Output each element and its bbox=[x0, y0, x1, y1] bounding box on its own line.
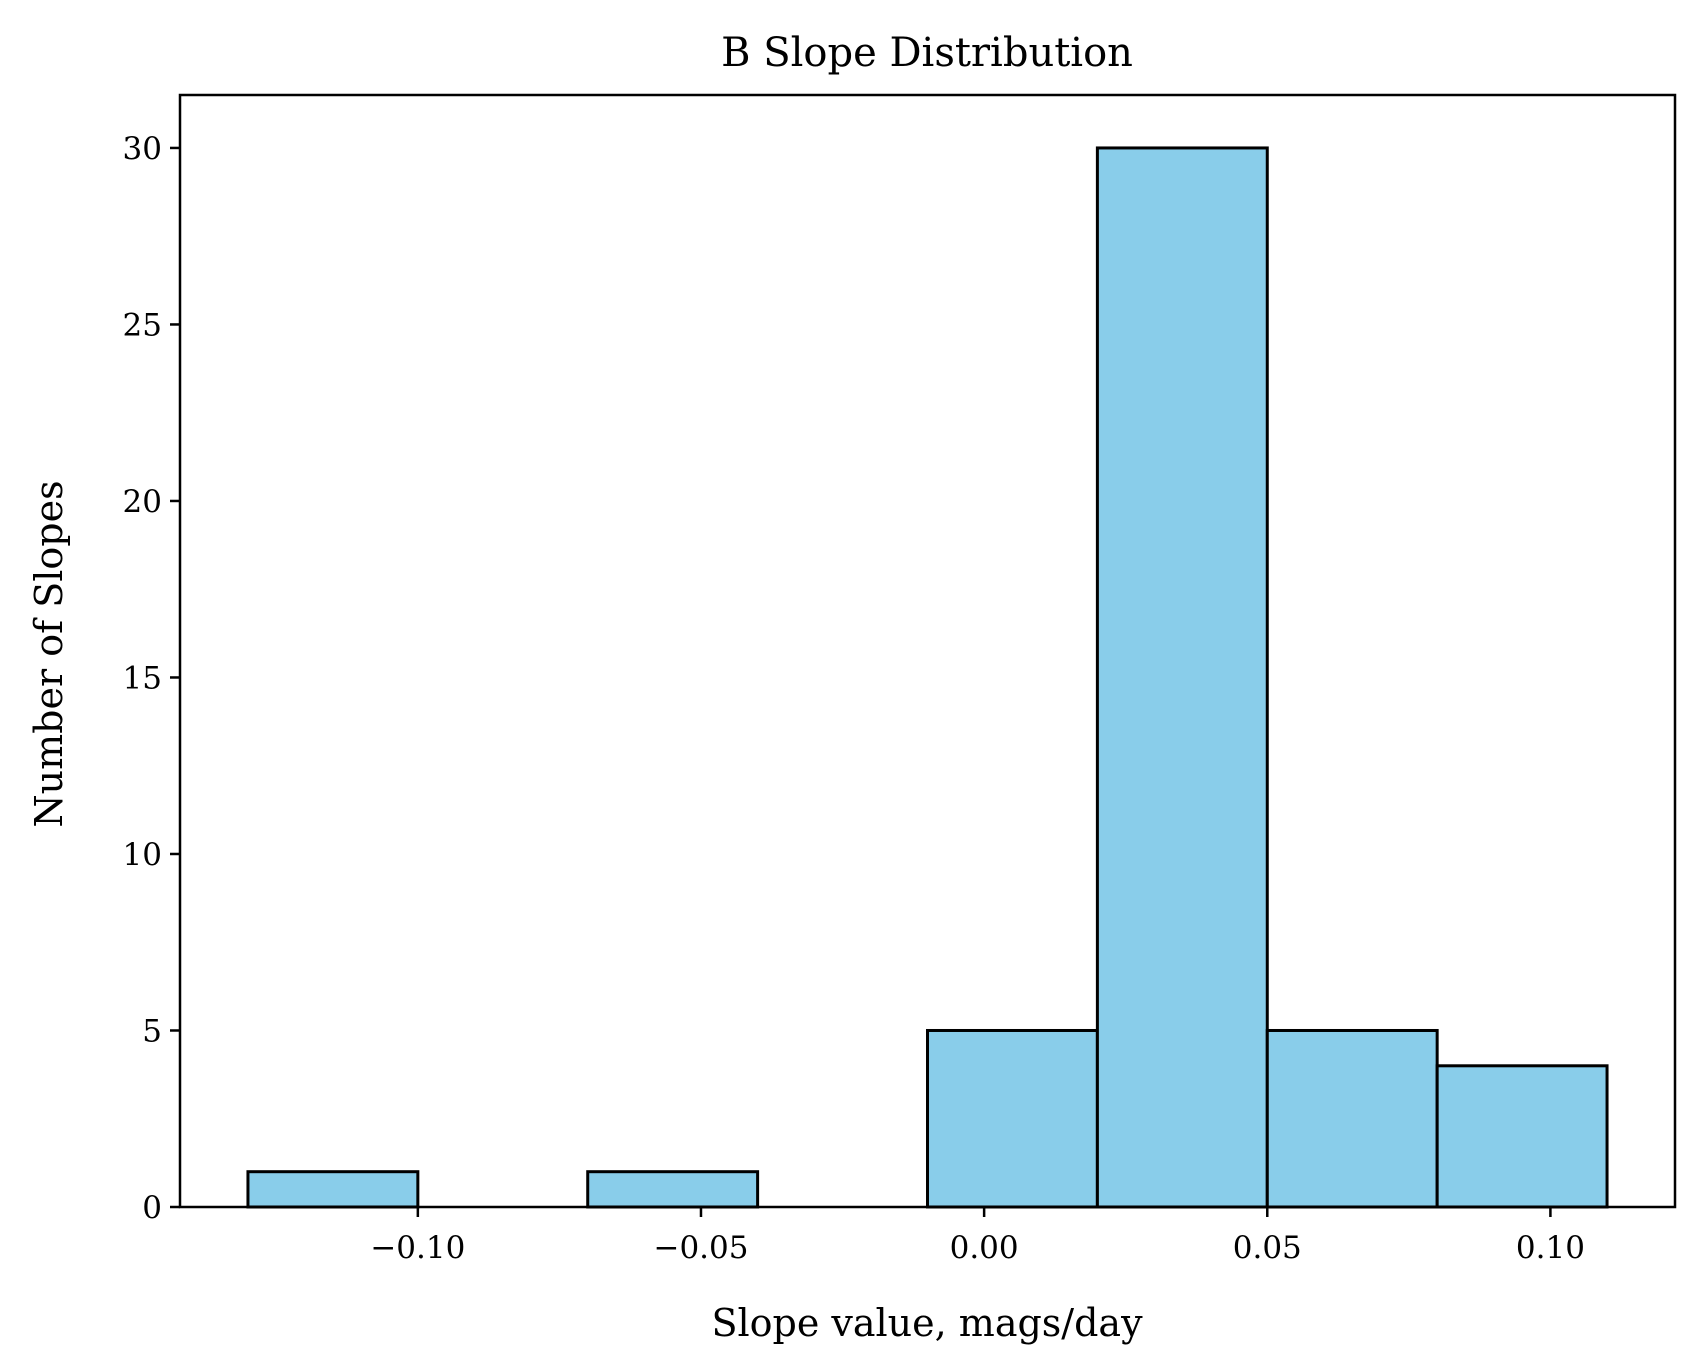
y-axis-ticks: 0 5 10 15 20 25 30 bbox=[123, 131, 180, 1226]
x-tick-label-3: 0.05 bbox=[1233, 1230, 1302, 1266]
y-axis-label: Number of Slopes bbox=[27, 480, 71, 827]
x-axis-ticks: −0.10 −0.05 0.00 0.05 0.10 bbox=[370, 1207, 1585, 1266]
histogram-bar-0 bbox=[246, 1170, 420, 1209]
x-axis-label: Slope value, mags/day bbox=[711, 1301, 1143, 1345]
x-tick-label-2: 0.00 bbox=[950, 1230, 1019, 1266]
x-tick-label-4: 0.10 bbox=[1516, 1230, 1585, 1266]
y-tick-label-5: 25 bbox=[123, 307, 162, 343]
histogram-bar-7 bbox=[1435, 1064, 1609, 1209]
histogram-bar-4 bbox=[926, 1028, 1099, 1209]
x-tick-label-0: −0.10 bbox=[370, 1230, 465, 1266]
x-tick-label-1: −0.05 bbox=[653, 1230, 748, 1266]
y-tick-label-6: 30 bbox=[123, 131, 162, 167]
y-tick-label-2: 10 bbox=[123, 837, 162, 873]
histogram-bar-6 bbox=[1265, 1028, 1439, 1209]
plot-frame bbox=[178, 93, 1677, 1209]
y-tick-label-1: 5 bbox=[142, 1013, 162, 1049]
chart-title: B Slope Distribution bbox=[721, 30, 1133, 76]
y-tick-label-3: 15 bbox=[123, 660, 162, 696]
histogram-bar-2 bbox=[586, 1170, 760, 1209]
y-tick-label-4: 20 bbox=[123, 484, 162, 520]
bars-group bbox=[246, 146, 1609, 1209]
y-tick-label-0: 0 bbox=[142, 1190, 162, 1226]
histogram-bar-5 bbox=[1095, 146, 1269, 1209]
